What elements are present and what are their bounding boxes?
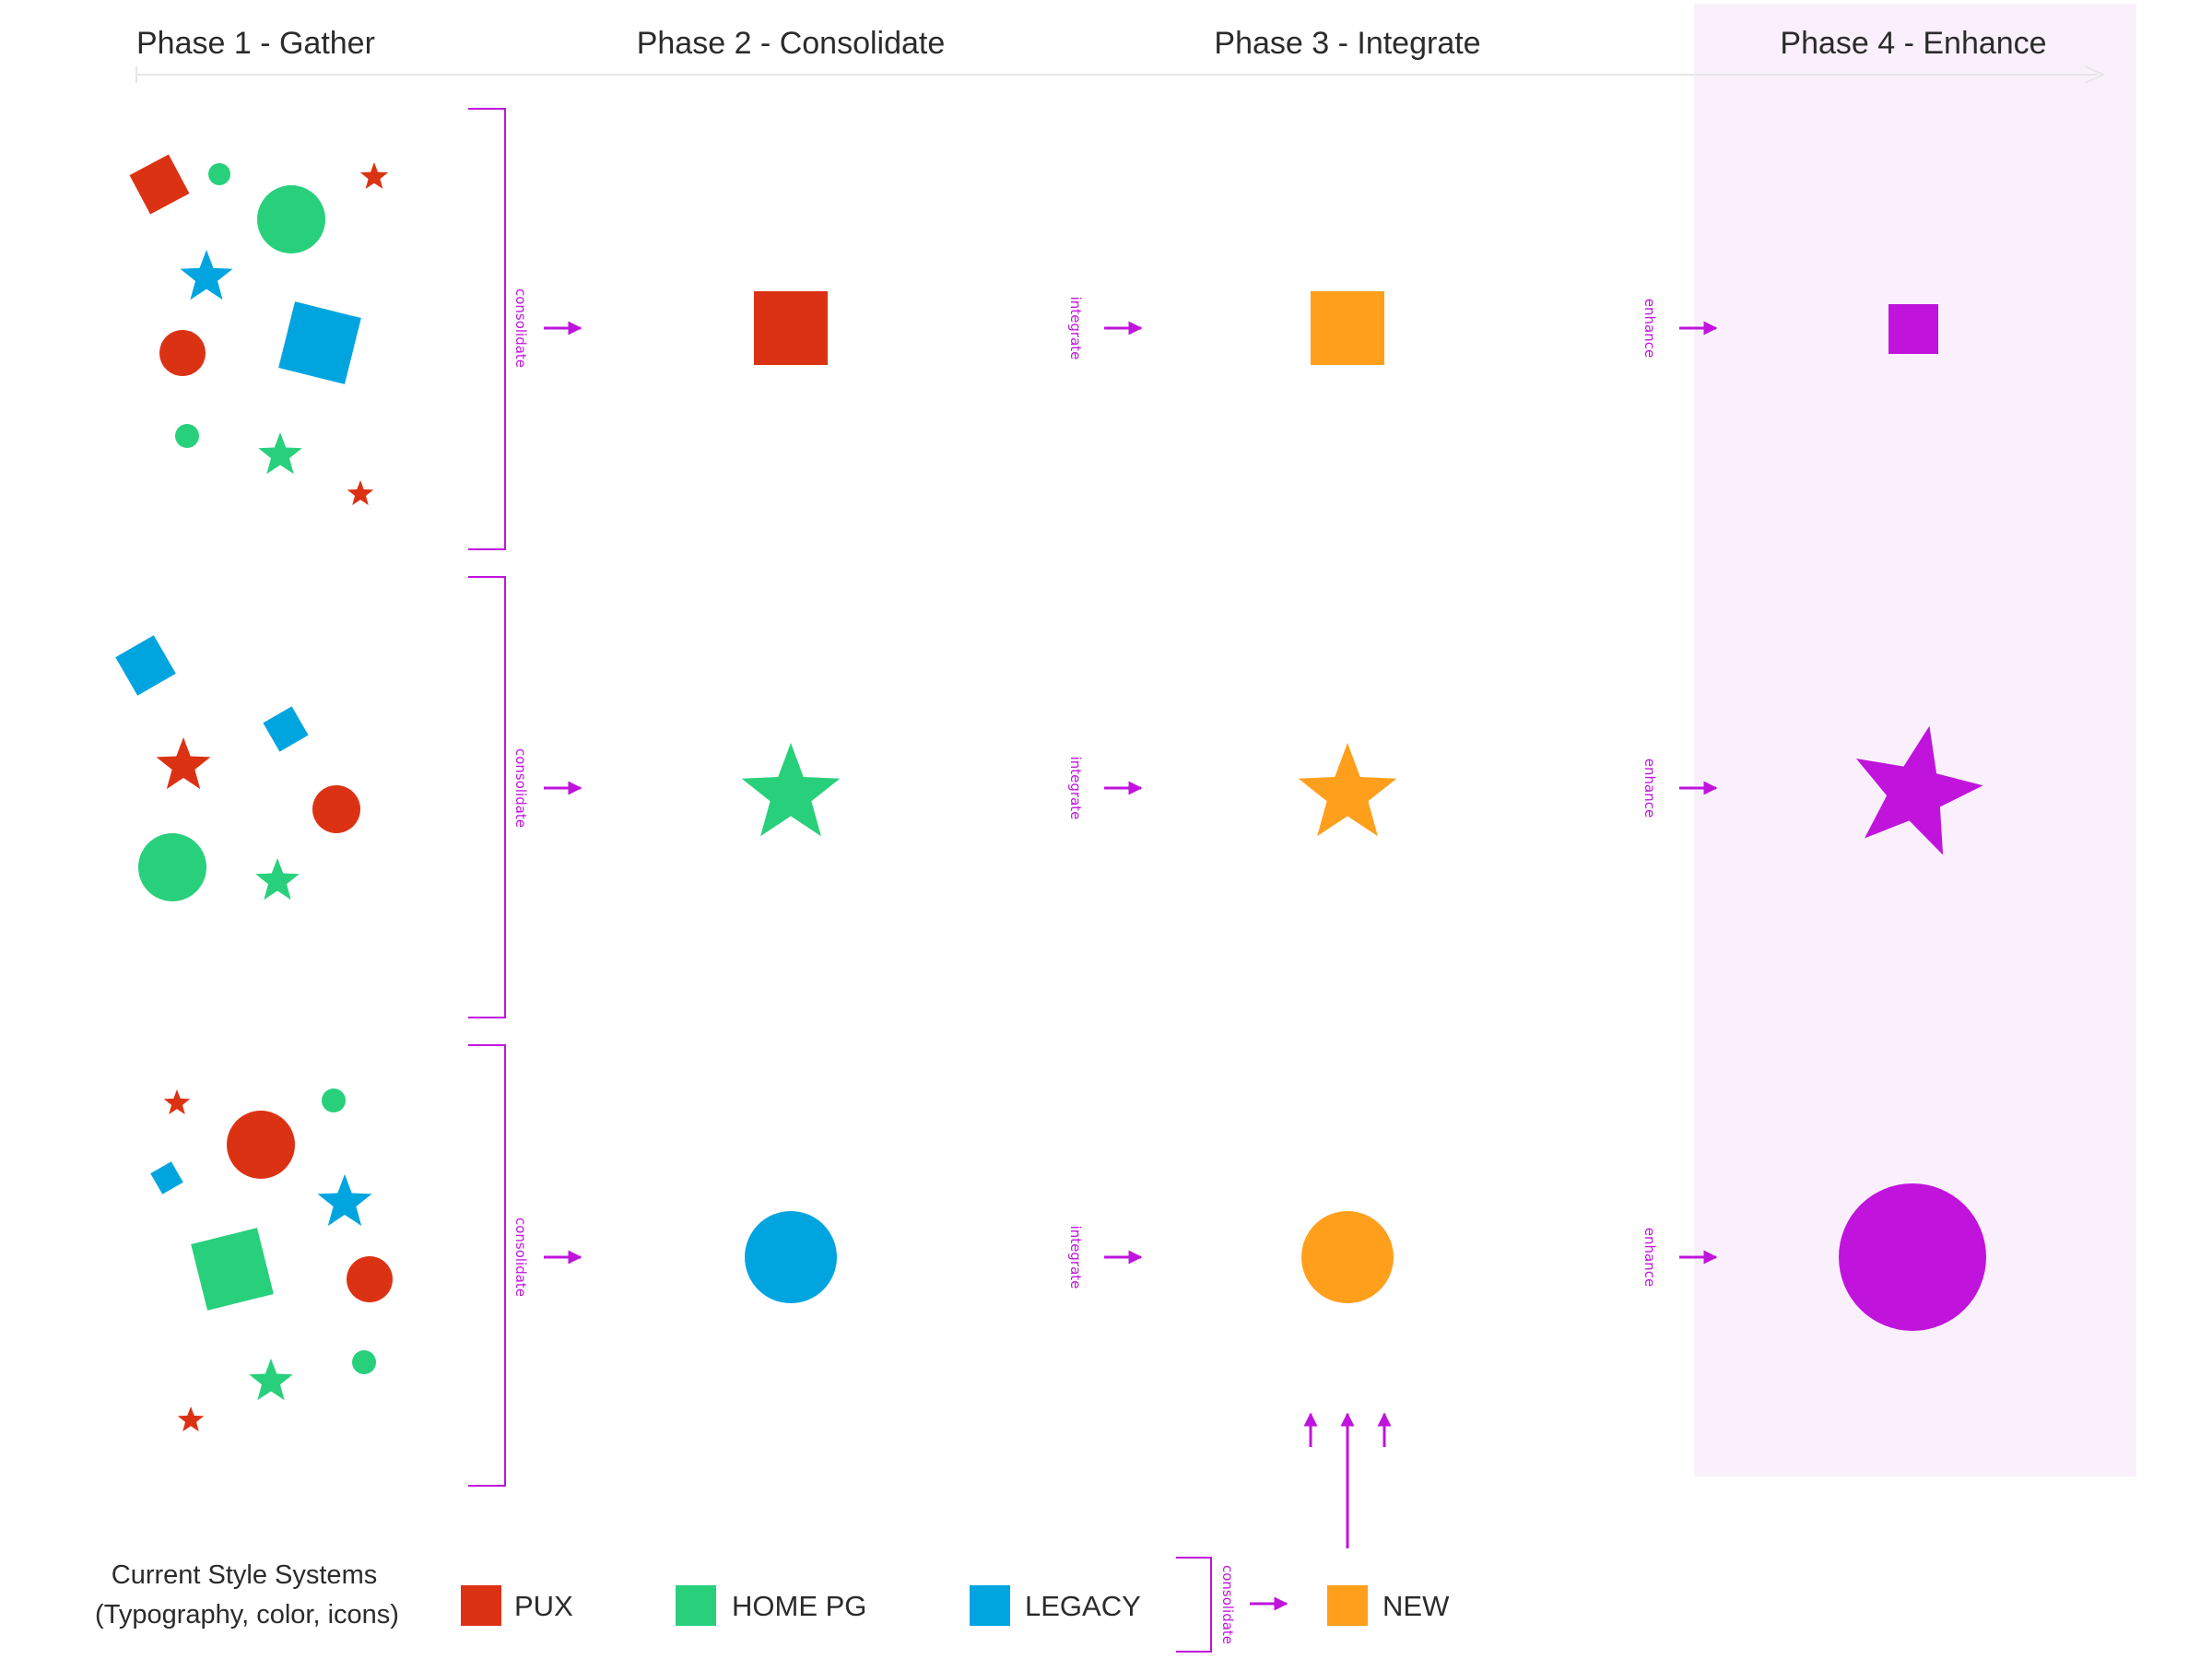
- step-arrows: [544, 321, 1718, 1611]
- phase2-square: [754, 291, 828, 365]
- consolidate-label-legend: consolidate: [1219, 1565, 1236, 1644]
- gather-star-13: [156, 737, 211, 790]
- phase-shapes: [741, 291, 1986, 1331]
- phase4-circle: [1839, 1183, 1986, 1331]
- gather-circle-14: [312, 785, 360, 833]
- integrate-label-row-3: integrate: [1067, 1226, 1084, 1289]
- brackets: [468, 108, 1212, 1653]
- phase-3-title: Phase 3 - Integrate: [1214, 26, 1480, 61]
- legend-swatch-legacy: [970, 1585, 1010, 1626]
- integrate-label-row-2: integrate: [1067, 757, 1084, 820]
- gather-square-20: [150, 1161, 183, 1194]
- legend-label-legacy: LEGACY: [1025, 1590, 1141, 1622]
- phase4-star: [1855, 725, 1983, 855]
- gather-star-25: [249, 1359, 293, 1401]
- phase3-star: [1298, 743, 1397, 837]
- bracket-row-2: [468, 576, 506, 1018]
- gather-circle-24: [352, 1350, 376, 1374]
- phase2-star: [741, 743, 841, 837]
- legend-label-pux: PUX: [514, 1590, 573, 1622]
- legend: Current Style Systems (Typography, color…: [95, 1560, 1450, 1630]
- consolidate-label-row-2: consolidate: [512, 748, 529, 828]
- gather-square-6: [278, 301, 361, 384]
- timeline-arrow: [135, 65, 2106, 84]
- gather-circle-4: [257, 185, 325, 253]
- gather-circle-23: [347, 1256, 393, 1302]
- gather-square-11: [115, 635, 176, 696]
- phase-4-title: Phase 4 - Enhance: [1780, 26, 2046, 61]
- gather-square-1: [129, 154, 190, 215]
- gather-star-3: [359, 162, 389, 189]
- gather-circle-2: [208, 163, 230, 185]
- gather-circle-19: [227, 1111, 295, 1179]
- legend-swatch-pux: [461, 1585, 501, 1626]
- gather-star-5: [180, 250, 233, 300]
- bracket-legend: [1176, 1557, 1212, 1653]
- gather-circle-18: [322, 1088, 346, 1112]
- enhance-label-row-3: enhance: [1641, 1228, 1658, 1287]
- consolidate-label-row-3: consolidate: [512, 1218, 529, 1297]
- phase3-square: [1311, 291, 1384, 365]
- gather-star-21: [317, 1174, 372, 1227]
- enhance-label-row-2: enhance: [1641, 759, 1658, 818]
- step-labels: consolidate consolidate consolidate inte…: [512, 288, 1658, 1644]
- bracket-row-3: [468, 1044, 506, 1487]
- legend-title-line-1: Current Style Systems: [112, 1560, 377, 1590]
- consolidate-label-row-1: consolidate: [512, 288, 529, 368]
- enhance-label-row-1: enhance: [1641, 299, 1658, 358]
- phase4-square: [1888, 304, 1938, 354]
- legend-swatch-home-pg: [676, 1585, 716, 1626]
- gather-shapes: [115, 154, 393, 1432]
- phase-2-title: Phase 2 - Consolidate: [637, 26, 946, 61]
- integrate-label-row-1: integrate: [1067, 297, 1084, 360]
- phase-1-title: Phase 1 - Gather: [136, 26, 375, 61]
- phase3-circle: [1301, 1211, 1394, 1303]
- gather-star-9: [258, 432, 302, 475]
- legend-label-new: NEW: [1382, 1590, 1450, 1622]
- gather-star-26: [177, 1406, 205, 1432]
- gather-circle-7: [159, 330, 206, 376]
- legend-swatch-new: [1327, 1585, 1368, 1626]
- phase2-circle: [745, 1211, 837, 1303]
- legend-title-line-2: (Typography, color, icons): [95, 1600, 399, 1630]
- gather-star-16: [255, 858, 300, 900]
- gather-star-10: [347, 480, 374, 506]
- gather-circle-15: [138, 833, 206, 901]
- gather-circle-8: [175, 424, 199, 448]
- legend-label-home-pg: HOME PG: [732, 1590, 866, 1622]
- bracket-row-1: [468, 108, 506, 550]
- gather-star-17: [163, 1089, 191, 1115]
- gather-square-22: [191, 1228, 274, 1311]
- gather-square-12: [263, 706, 309, 752]
